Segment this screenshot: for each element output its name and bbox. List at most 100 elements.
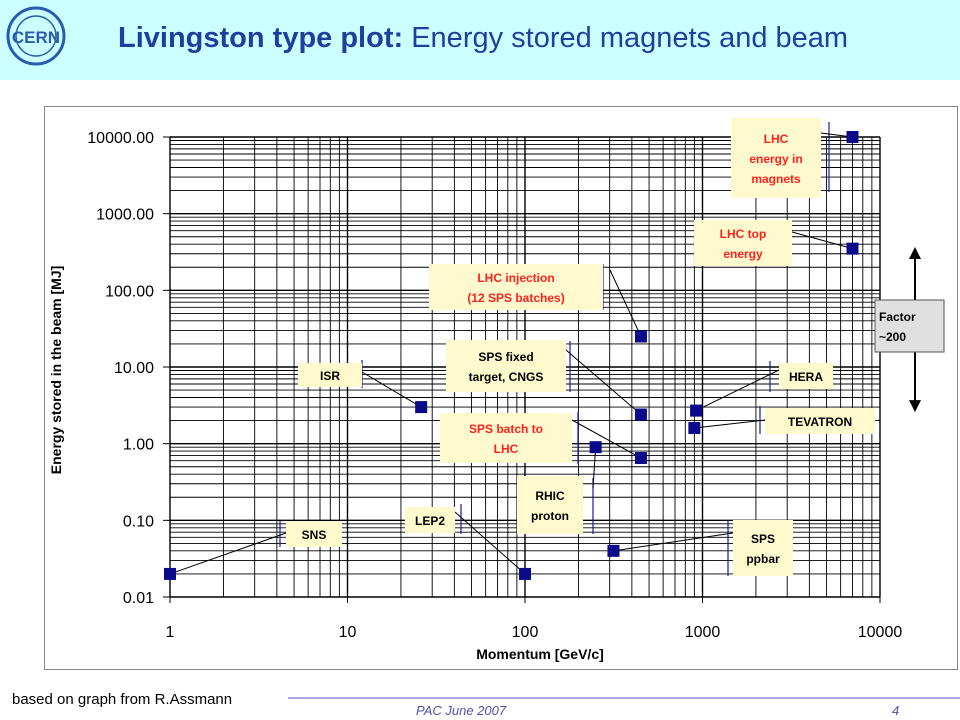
annotation-text: HERA <box>789 370 823 384</box>
x-tick-label: 100 <box>512 624 539 641</box>
y-tick-label: 10000.00 <box>87 130 154 147</box>
annotation-connector <box>571 419 642 459</box>
annotation-label: HERA <box>779 363 833 389</box>
footer-date: PAC June 2007 <box>416 703 507 718</box>
data-point <box>634 408 647 421</box>
y-tick-label: 0.10 <box>123 513 154 530</box>
annotation-text: energy <box>723 247 763 261</box>
annotation-label: LHC injection (12 SPS batches) <box>429 264 603 310</box>
data-point <box>589 441 602 454</box>
annotation-box <box>694 220 792 266</box>
x-tick-label: 10 <box>339 624 357 641</box>
y-tick-label: 0.01 <box>123 590 154 607</box>
data-point <box>634 452 647 465</box>
title-bold: Livingston type plot: <box>118 22 404 54</box>
annotation-box <box>765 408 875 434</box>
annotation-connector <box>694 419 766 429</box>
annotation-box <box>405 507 455 533</box>
data-point <box>607 544 620 557</box>
data-point <box>164 567 176 580</box>
cern-logo-icon: CERN <box>6 6 66 66</box>
title-rest: Energy stored magnets and beam <box>403 22 849 54</box>
y-axis-title: Energy stored in the beam [MJ] <box>48 266 64 474</box>
annotation-box <box>429 264 603 310</box>
annotation-text: energy in <box>749 152 802 166</box>
annotation-text: ~200 <box>879 330 906 344</box>
annotation-text: LHC <box>764 132 789 146</box>
page-title: Livingston type plot: Energy stored magn… <box>118 22 848 55</box>
data-point <box>846 131 859 143</box>
annotation-connector <box>695 369 780 412</box>
data-point <box>846 242 859 255</box>
footer-divider <box>288 697 960 699</box>
x-tick-label: 10000 <box>858 624 903 641</box>
annotation-connector <box>613 532 734 552</box>
source-note: based on graph from R.Assmann <box>6 688 294 714</box>
annotation-text: SNS <box>302 528 327 542</box>
annotation-label: LHC energy in magnets <box>731 118 821 198</box>
annotation-label: SNS <box>286 521 342 547</box>
annotation-box <box>446 340 566 392</box>
annotation-text: (12 SPS batches) <box>467 291 564 305</box>
annotation-connector <box>791 231 853 250</box>
annotation-text: LHC injection <box>477 271 554 285</box>
annotation-label: SPS ppbar <box>733 520 793 576</box>
x-tick-label: 1 <box>166 624 175 641</box>
annotation-text: proton <box>531 509 569 523</box>
annotation-text: LEP2 <box>415 514 445 528</box>
annotation-connector <box>592 447 597 489</box>
annotation-label: ISR <box>298 363 362 387</box>
annotation-text: ISR <box>320 369 340 383</box>
annotation-connector <box>565 349 642 415</box>
annotation-connector <box>609 269 642 337</box>
annotation-text: SPS fixed <box>478 350 533 364</box>
annotation-connector <box>169 532 287 575</box>
y-tick-label: 10.00 <box>114 360 154 377</box>
data-point <box>415 401 428 414</box>
factor-arrow-head-up <box>909 247 921 259</box>
annotation-box <box>298 363 362 387</box>
annotation-label: SPS batch to LHC <box>440 413 572 463</box>
annotation-text: TEVATRON <box>788 415 852 429</box>
header-bar <box>0 0 960 80</box>
annotation-label: Factor ~200 <box>874 299 945 353</box>
annotation-label: TEVATRON <box>765 408 875 434</box>
annotation-label: RHIC proton <box>517 476 583 534</box>
page-number: 4 <box>892 703 900 718</box>
annotation-labels: LHC energy in magnets LHC top energy LHC inje… <box>286 118 945 576</box>
tick-labels: 1 10 100 1000 10000 0.01 0.10 1.00 10.00 100.00 10… <box>87 130 902 641</box>
y-tick-label: 100.00 <box>105 283 154 300</box>
annotation-text: SPS batch to <box>469 422 543 436</box>
annotation-text: RHIC <box>535 489 565 503</box>
annotation-box <box>733 520 793 576</box>
annotation-text: LHC top <box>720 227 767 241</box>
annotation-label: SPS fixed target, CNGS <box>446 340 566 392</box>
annotation-text: magnets <box>751 172 801 186</box>
annotation-text: LHC <box>494 442 519 456</box>
data-point <box>690 404 703 417</box>
annotation-connectors <box>169 122 921 576</box>
annotation-box <box>731 118 821 198</box>
y-tick-label: 1000.00 <box>96 207 154 224</box>
annotation-label: LHC top energy <box>694 220 792 266</box>
data-points <box>164 131 859 580</box>
annotation-text: target, CNGS <box>469 370 544 384</box>
annotation-text: ppbar <box>746 552 780 566</box>
y-tick-label: 1.00 <box>123 437 154 454</box>
factor-arrow-head-down <box>909 400 921 413</box>
annotation-connector <box>361 371 422 408</box>
annotation-text: Factor <box>879 310 916 324</box>
annotation-box <box>440 413 572 463</box>
annotation-label: LEP2 <box>405 507 455 533</box>
x-axis-title: Momentum [GeV/c] <box>476 646 604 662</box>
annotation-box <box>874 299 945 353</box>
annotation-box <box>517 476 583 534</box>
annotation-box <box>779 363 833 389</box>
data-point <box>519 567 531 580</box>
annotation-box <box>286 521 342 547</box>
data-point <box>688 422 701 435</box>
logo-text: CERN <box>12 28 60 47</box>
x-tick-label: 1000 <box>685 624 721 641</box>
annotation-text: SPS <box>751 532 775 546</box>
